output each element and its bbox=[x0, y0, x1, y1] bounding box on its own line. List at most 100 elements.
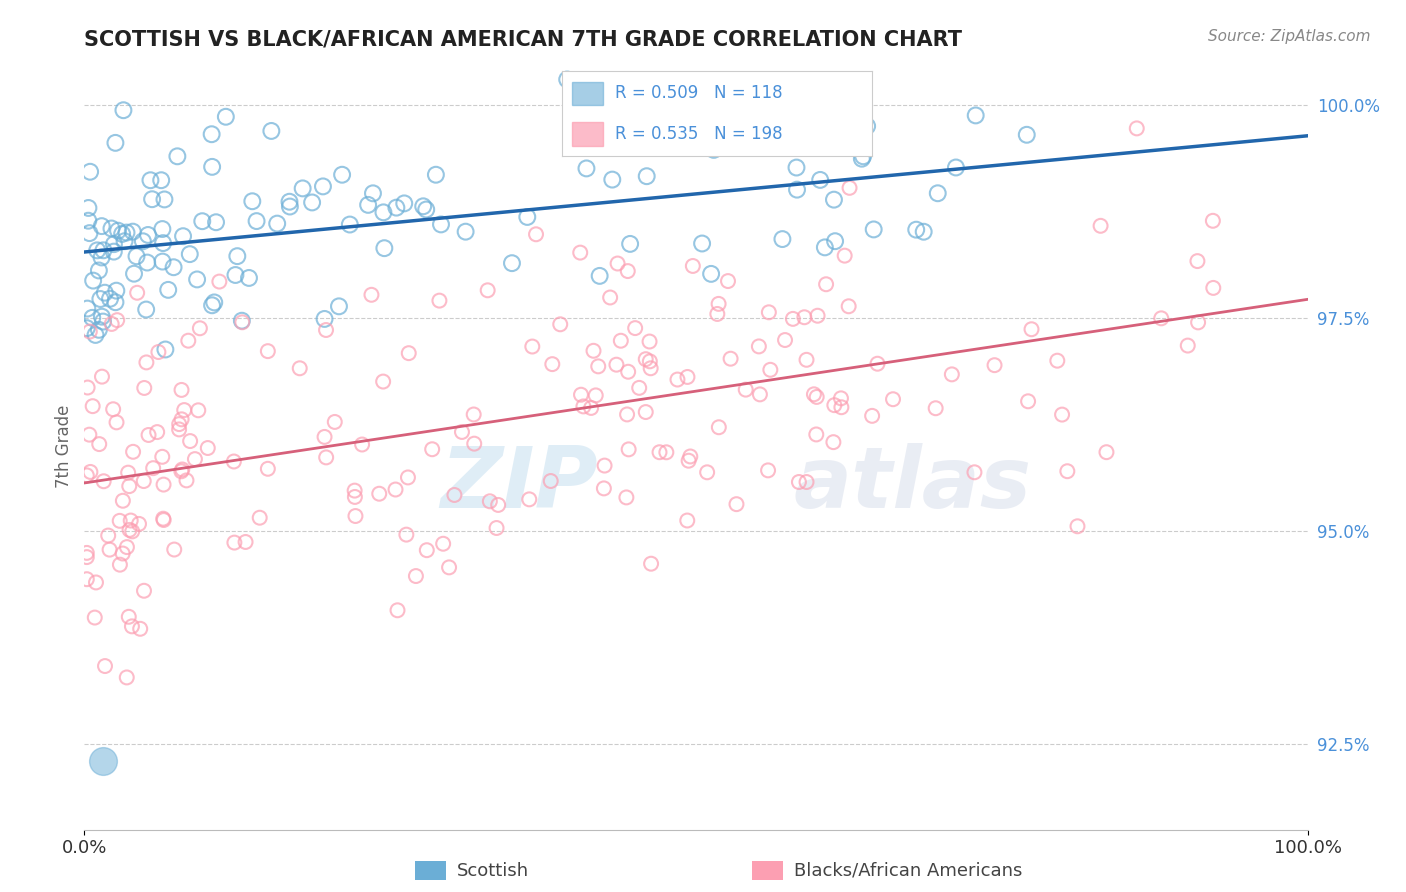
Point bbox=[79, 165, 101, 179]
Point bbox=[100, 317, 122, 331]
Text: Blacks/African Americans: Blacks/African Americans bbox=[794, 862, 1022, 880]
Point bbox=[593, 482, 616, 496]
Point bbox=[1046, 353, 1069, 368]
Point bbox=[240, 194, 263, 209]
Point bbox=[803, 387, 825, 401]
Point bbox=[852, 149, 875, 163]
Point bbox=[756, 463, 779, 477]
Point bbox=[127, 285, 149, 300]
Point bbox=[104, 295, 127, 310]
Point bbox=[82, 274, 104, 288]
Point bbox=[420, 442, 443, 457]
Point bbox=[118, 609, 141, 624]
Point bbox=[516, 210, 538, 224]
Point bbox=[103, 237, 125, 252]
Point bbox=[142, 461, 165, 475]
Point bbox=[823, 435, 845, 450]
Point bbox=[121, 524, 143, 539]
Point bbox=[84, 327, 107, 342]
Point bbox=[197, 441, 219, 455]
Point bbox=[146, 425, 169, 439]
Point bbox=[82, 399, 104, 413]
Point bbox=[373, 241, 395, 255]
Point bbox=[139, 173, 162, 187]
Point bbox=[814, 240, 837, 254]
Y-axis label: 7th Grade: 7th Grade bbox=[55, 404, 73, 488]
Point bbox=[167, 422, 190, 436]
Point bbox=[105, 284, 128, 298]
Point bbox=[624, 321, 647, 335]
Point bbox=[79, 325, 101, 339]
Point bbox=[394, 196, 416, 211]
Point bbox=[703, 143, 725, 157]
Point bbox=[224, 535, 246, 549]
Point bbox=[787, 475, 810, 489]
Point bbox=[720, 351, 742, 366]
Point bbox=[941, 368, 963, 382]
Point bbox=[135, 355, 157, 369]
Point bbox=[477, 283, 499, 297]
Point bbox=[90, 219, 112, 233]
Point bbox=[89, 292, 111, 306]
Point bbox=[82, 310, 104, 325]
Point bbox=[638, 354, 661, 368]
Point bbox=[152, 254, 174, 268]
Point bbox=[617, 264, 640, 278]
FancyBboxPatch shape bbox=[572, 81, 603, 105]
Point bbox=[177, 334, 200, 348]
Point bbox=[655, 445, 678, 459]
Point bbox=[360, 287, 382, 301]
Point bbox=[628, 381, 651, 395]
Point bbox=[148, 345, 170, 359]
Point bbox=[579, 401, 602, 415]
Point bbox=[395, 527, 418, 541]
Point bbox=[90, 251, 112, 265]
Point bbox=[765, 131, 787, 145]
Point bbox=[823, 193, 845, 207]
Point bbox=[314, 430, 336, 444]
Point bbox=[205, 215, 228, 229]
Point bbox=[361, 186, 384, 201]
Point bbox=[823, 135, 845, 149]
Point bbox=[676, 514, 699, 528]
Point bbox=[87, 263, 110, 277]
Point bbox=[851, 152, 873, 166]
Point bbox=[866, 357, 889, 371]
Point bbox=[586, 359, 609, 374]
Point bbox=[155, 343, 177, 357]
Point bbox=[412, 199, 434, 213]
Point bbox=[150, 222, 173, 236]
Point bbox=[696, 465, 718, 479]
Point bbox=[357, 198, 380, 212]
Point bbox=[129, 622, 152, 636]
Point bbox=[84, 575, 107, 590]
Point bbox=[396, 470, 419, 484]
Point bbox=[540, 474, 562, 488]
Point bbox=[924, 401, 946, 416]
Point bbox=[107, 224, 129, 238]
Point bbox=[134, 381, 156, 395]
Point bbox=[118, 479, 141, 493]
Point bbox=[136, 227, 159, 242]
Point bbox=[120, 514, 142, 528]
Point bbox=[104, 136, 127, 150]
Point bbox=[312, 179, 335, 194]
Point bbox=[135, 302, 157, 317]
Point bbox=[806, 427, 828, 442]
Point bbox=[838, 181, 860, 195]
Point bbox=[291, 181, 314, 195]
Point bbox=[758, 305, 780, 319]
Point bbox=[132, 234, 155, 248]
Point bbox=[111, 227, 134, 241]
Text: atlas: atlas bbox=[794, 442, 1032, 526]
Point bbox=[89, 437, 111, 451]
Point bbox=[1187, 254, 1209, 268]
Text: R = 0.535   N = 198: R = 0.535 N = 198 bbox=[614, 125, 783, 143]
Point bbox=[806, 390, 828, 404]
Point bbox=[640, 557, 662, 571]
Point bbox=[266, 217, 288, 231]
Point bbox=[572, 400, 595, 414]
Point bbox=[965, 108, 987, 122]
Point bbox=[786, 183, 808, 197]
Point bbox=[167, 417, 190, 431]
